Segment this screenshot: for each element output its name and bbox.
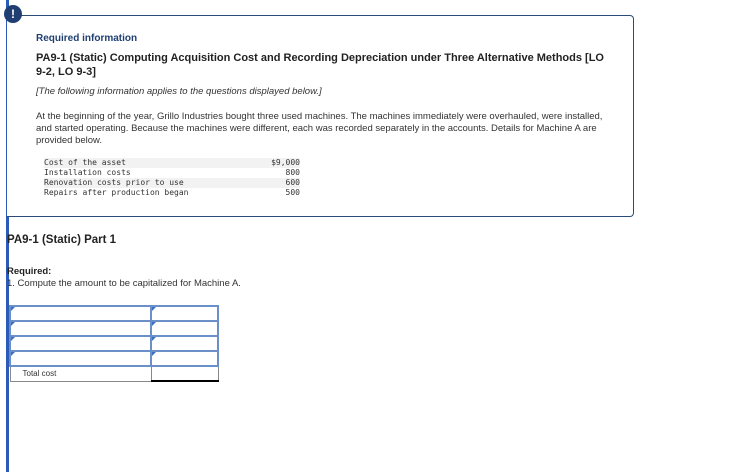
label-dropdown[interactable] xyxy=(9,335,152,352)
cost-details-table: Cost of the asset $9,000 Installation cos… xyxy=(44,158,300,198)
label-dropdown[interactable] xyxy=(9,350,152,367)
cost-label: Installation costs xyxy=(44,168,131,177)
required-information-label: Required information xyxy=(36,33,138,44)
dropdown-marker-icon xyxy=(11,322,15,326)
cost-row: Cost of the asset $9,000 xyxy=(44,158,300,168)
dropdown-marker-icon xyxy=(152,322,156,326)
dropdown-marker-icon xyxy=(11,307,15,311)
info-note: [The following information applies to th… xyxy=(36,86,322,97)
answer-table: Total cost xyxy=(9,305,219,382)
dropdown-marker-icon xyxy=(152,352,156,356)
problem-title: PA9-1 (Static) Computing Acquisition Cos… xyxy=(36,52,604,78)
cost-value: $9,000 xyxy=(271,158,300,167)
table-row xyxy=(9,335,219,352)
cost-row: Repairs after production began 500 xyxy=(44,188,300,198)
dropdown-marker-icon xyxy=(11,337,15,341)
cost-label: Renovation costs prior to use xyxy=(44,178,184,187)
table-row xyxy=(9,320,219,337)
dropdown-marker-icon xyxy=(11,352,15,356)
required-label: Required: xyxy=(7,266,52,277)
total-label: Total cost xyxy=(9,365,152,382)
question-text: 1. Compute the amount to be capitalized … xyxy=(7,278,241,289)
label-dropdown[interactable] xyxy=(9,320,152,337)
exclamation-icon: ! xyxy=(4,5,22,23)
amount-input[interactable] xyxy=(150,335,219,352)
cost-label: Cost of the asset xyxy=(44,158,126,167)
cost-value: 500 xyxy=(285,188,300,197)
dropdown-marker-icon xyxy=(152,307,156,311)
total-input[interactable] xyxy=(150,365,219,382)
part-title: PA9-1 (Static) Part 1 xyxy=(7,234,117,246)
left-accent-bar xyxy=(6,0,9,472)
cost-row: Installation costs 800 xyxy=(44,168,300,178)
label-dropdown[interactable] xyxy=(9,305,152,322)
table-row xyxy=(9,350,219,367)
amount-input[interactable] xyxy=(150,350,219,367)
amount-input[interactable] xyxy=(150,320,219,337)
table-row xyxy=(9,305,219,322)
cost-label: Repairs after production began xyxy=(44,188,189,197)
amount-input[interactable] xyxy=(150,305,219,322)
problem-description: At the beginning of the year, Grillo Ind… xyxy=(36,111,603,146)
total-row: Total cost xyxy=(9,365,219,382)
cost-row: Renovation costs prior to use 600 xyxy=(44,178,300,188)
cost-value: 800 xyxy=(285,168,300,177)
cost-value: 600 xyxy=(285,178,300,187)
dropdown-marker-icon xyxy=(152,337,156,341)
